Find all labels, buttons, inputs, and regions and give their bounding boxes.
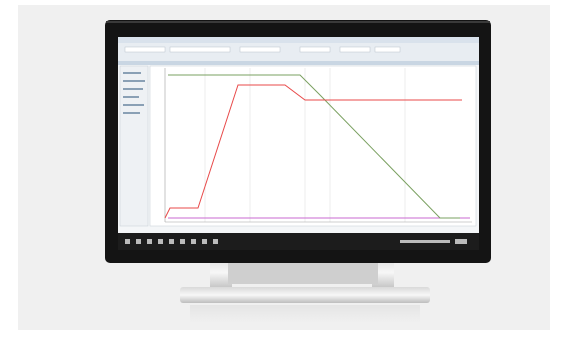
bezel-highlight — [106, 21, 490, 23]
screen — [118, 37, 479, 233]
page — [0, 0, 568, 337]
photo — [0, 0, 568, 337]
taskbar — [118, 233, 479, 250]
stand — [180, 255, 430, 323]
